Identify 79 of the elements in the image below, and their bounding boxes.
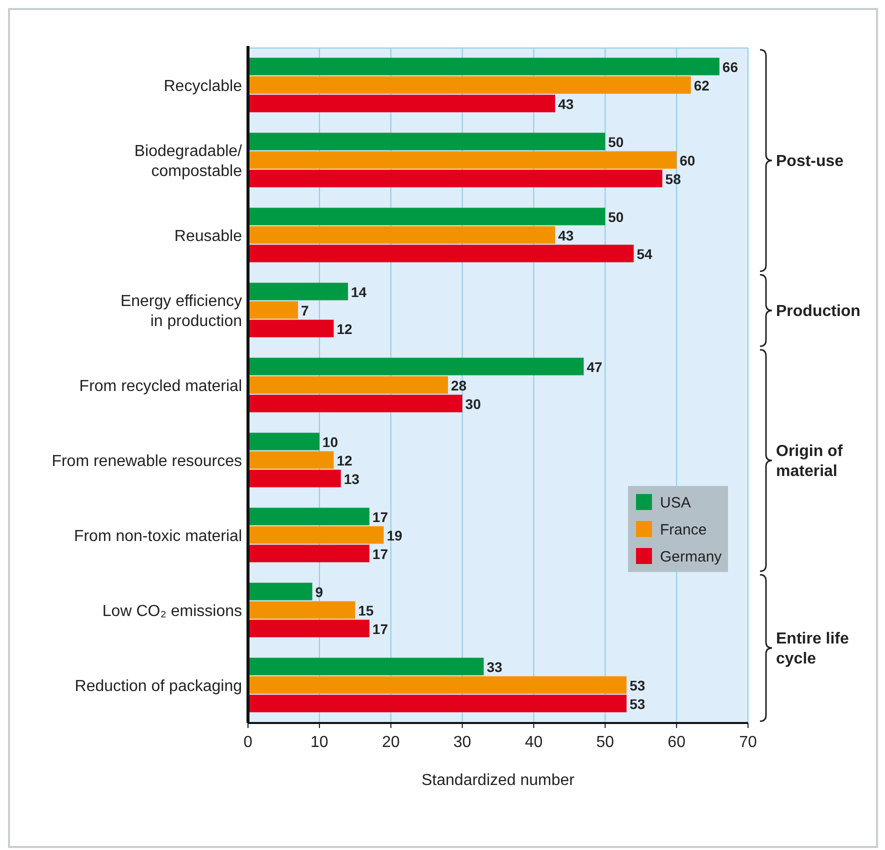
- bar: [248, 132, 606, 150]
- bar: [248, 58, 720, 76]
- x-tick-label: 70: [739, 734, 757, 751]
- legend-label: Germany: [660, 548, 722, 566]
- x-tick-label: 10: [310, 734, 328, 751]
- data-label: 53: [630, 696, 646, 712]
- bar: [248, 170, 662, 188]
- text: Production: [776, 303, 860, 320]
- y-tick-label: Reduction of packaging: [74, 678, 242, 696]
- data-label: 13: [344, 470, 360, 487]
- x-tick-label: 50: [596, 734, 614, 751]
- data-label: 54: [636, 246, 652, 262]
- data-label: 43: [558, 96, 574, 112]
- data-label: 43: [558, 227, 574, 244]
- data-label: 58: [665, 170, 682, 187]
- data-label: 17: [372, 620, 388, 637]
- bar: [248, 94, 556, 112]
- y-tick-label: From non-toxic material: [74, 528, 242, 546]
- y-tick-label: Biodegradable/ compostable: [134, 143, 243, 180]
- bar: [248, 601, 356, 619]
- text: Entire life cycle: [776, 630, 850, 668]
- data-label: 17: [372, 508, 388, 525]
- data-label: 19: [386, 527, 402, 544]
- bar: [248, 676, 627, 694]
- data-label: 9: [315, 584, 324, 600]
- data-label: 50: [608, 134, 624, 150]
- data-label: 47: [586, 358, 602, 375]
- bar: [248, 282, 348, 300]
- bar: [248, 694, 627, 712]
- y-tick-label: Low CO₂ emissions: [102, 603, 242, 620]
- y-tick-label: Recyclable: [164, 78, 242, 96]
- data-label: 33: [486, 658, 502, 675]
- bar: [248, 508, 370, 526]
- data-label: 17: [372, 546, 388, 562]
- x-tick-label: 40: [524, 734, 543, 751]
- y-tick-label: Energy efficiency in production: [120, 293, 242, 330]
- y-tick-label: Reusable: [174, 228, 242, 246]
- data-label: 10: [322, 434, 338, 450]
- data-label: 12: [336, 320, 352, 337]
- bar: [248, 658, 484, 676]
- bar: [248, 358, 584, 376]
- data-label: 28: [451, 377, 467, 394]
- legend-label: France: [660, 521, 707, 538]
- bar: [248, 451, 334, 469]
- data-label: 60: [680, 152, 696, 168]
- data-label: 12: [336, 452, 352, 468]
- x-tick-label: 20: [382, 734, 400, 751]
- bar: [248, 244, 634, 262]
- data-label: 50: [608, 208, 624, 225]
- x-tick-label: 30: [453, 734, 472, 751]
- y-tick-label: From renewable resources: [52, 453, 242, 470]
- x-tick-label: 0: [244, 734, 253, 751]
- x-axis-title: Standardized number: [422, 772, 576, 789]
- x-tick-label: 60: [668, 734, 686, 751]
- bar: [248, 76, 691, 94]
- text: Origin of material: [776, 443, 844, 480]
- bar: [248, 301, 298, 319]
- bar: [248, 320, 334, 338]
- bar: [248, 544, 370, 562]
- bar: [248, 432, 320, 450]
- data-label: 15: [358, 602, 374, 618]
- bar: [248, 470, 341, 488]
- y-tick-label: From recycled material: [79, 378, 242, 396]
- data-label: 53: [630, 677, 646, 694]
- bar: [248, 226, 556, 244]
- bar: [248, 582, 312, 600]
- data-label: 62: [694, 77, 710, 94]
- text: Post-use: [776, 153, 844, 170]
- legend-label: USA: [660, 494, 691, 512]
- bar: [248, 620, 370, 638]
- data-label: 7: [301, 302, 309, 318]
- data-label: 30: [465, 396, 482, 412]
- bar: [248, 208, 606, 226]
- bar: [248, 394, 462, 412]
- data-label: 14: [351, 284, 367, 300]
- bar: [248, 376, 448, 394]
- bar: [248, 151, 677, 169]
- bar: [248, 526, 384, 544]
- data-label: 66: [722, 58, 738, 75]
